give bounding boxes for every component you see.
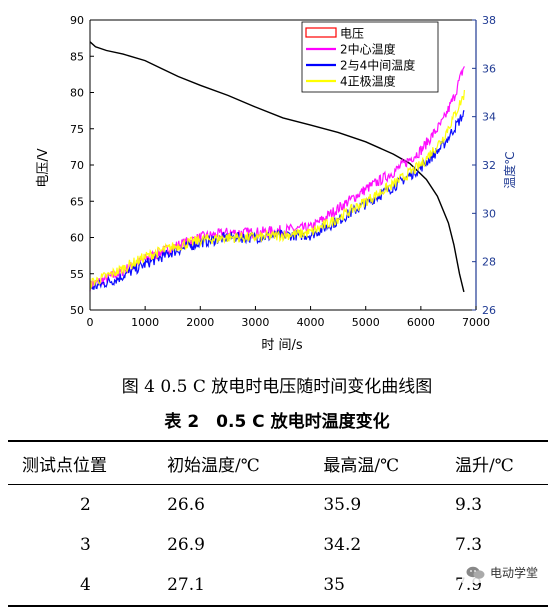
table-header-row: 测试点位置 初始温度/℃ 最高温/℃ 温升/℃	[8, 440, 548, 485]
y-tick-label-left: 65	[70, 195, 84, 208]
header-position: 测试点位置	[8, 440, 154, 485]
x-axis-label: 时 间/s	[261, 338, 303, 353]
x-tick-label: 7000	[462, 316, 490, 329]
header-temp-rise: 温升/℃	[441, 440, 548, 485]
table-cell: 2	[80, 495, 91, 515]
table-row: 2 26.6 35.9 9.3	[8, 485, 548, 526]
y-tick-label-left: 75	[70, 123, 84, 136]
table-cell: 35.9	[323, 495, 362, 515]
y-tick-label-left: 85	[70, 50, 84, 63]
y-axis-label-right: 温度℃	[502, 151, 517, 188]
table-row: 3 26.9 34.2 7.3	[8, 525, 548, 565]
x-tick-label: 0	[87, 316, 94, 329]
watermark: 电动学堂	[461, 562, 542, 583]
y-tick-label-right: 38	[482, 14, 496, 27]
table-cell: 3	[80, 535, 91, 555]
x-tick-label: 1000	[131, 316, 159, 329]
y-tick-label-right: 36	[482, 62, 496, 75]
table-cell: 35	[309, 565, 441, 607]
table-cell: 34.2	[323, 535, 362, 555]
y-tick-label-right: 28	[482, 256, 496, 269]
y-tick-label-left: 70	[70, 159, 84, 172]
table-cell: 4	[8, 565, 154, 607]
series-line-voltage	[89, 41, 465, 293]
line-chart: 0 1000 2000 3000 4000 5000 6000 7000 50 55 60 65 70 7…	[36, 14, 517, 353]
header-initial-temp: 初始温度/℃	[153, 440, 310, 485]
x-tick-label: 2000	[186, 316, 214, 329]
y-axis-label-left: 电压/V	[36, 148, 51, 187]
legend-label: 电压	[340, 27, 364, 41]
wechat-icon	[466, 566, 485, 579]
legend-label: 2中心温度	[340, 42, 396, 57]
table-cell: 27.1	[153, 565, 310, 607]
table-cell: 9.3	[455, 495, 483, 515]
x-tick-label: 4000	[297, 316, 325, 329]
y-tick-label-right: 26	[482, 304, 496, 317]
legend-label: 4正极温度	[340, 74, 396, 89]
legend-label: 2与4中间温度	[340, 58, 415, 73]
y-tick-label-left: 80	[70, 87, 84, 100]
x-tick-label: 3000	[241, 316, 269, 329]
y-tick-label-right: 34	[482, 111, 496, 124]
table-cell: 26.9	[167, 535, 205, 555]
y-tick-label-right: 32	[482, 159, 496, 172]
y-tick-label-right: 30	[482, 207, 496, 220]
x-tick-label: 5000	[352, 316, 380, 329]
y-tick-label-left: 90	[70, 14, 84, 27]
y-tick-label-left: 60	[70, 232, 84, 245]
y-tick-label-left: 50	[70, 304, 84, 317]
y-tick-label-left: 55	[70, 268, 84, 281]
table-caption: 表 2 0.5 C 放电时温度变化	[164, 412, 390, 432]
figure-caption: 图 4 0.5 C 放电时电压随时间变化曲线图	[121, 377, 433, 397]
legend-swatch	[305, 27, 337, 38]
watermark-text: 电动学堂	[489, 566, 538, 580]
header-max-temp: 最高温/℃	[309, 440, 441, 485]
x-tick-label: 6000	[407, 316, 435, 329]
series-line-temperature	[89, 89, 465, 291]
table-cell: 26.6	[167, 495, 205, 515]
table-cell: 7.3	[455, 535, 483, 555]
